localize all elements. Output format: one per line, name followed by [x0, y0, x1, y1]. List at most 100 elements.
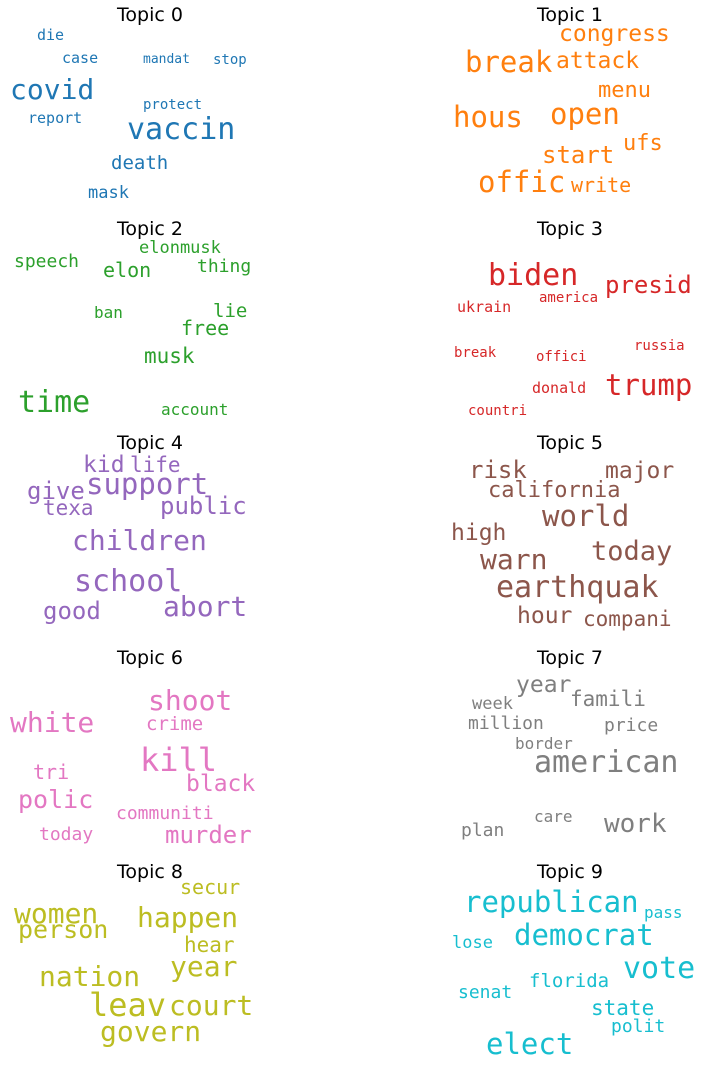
topic-word: attack: [556, 48, 640, 74]
topic-word: give: [27, 477, 85, 505]
topic-word: offic: [478, 165, 566, 199]
topic-word: white: [10, 706, 95, 739]
topic-word: break: [465, 45, 553, 79]
topic-word: donald: [532, 379, 587, 397]
topic-title: Topic 3: [537, 218, 603, 240]
topic-word: abort: [163, 590, 248, 623]
topic-word: state: [591, 996, 655, 1020]
topic-word: good: [43, 597, 101, 625]
topic-word: week: [472, 694, 513, 714]
topic-word: today: [39, 824, 94, 845]
topic-word: mandat: [143, 52, 190, 67]
topic-panel-8: Topic 8 secur women person happen hear y…: [0, 857, 300, 1071]
topic-title: Topic 2: [117, 218, 183, 240]
topic-word: person: [18, 915, 109, 944]
topic-word: crime: [146, 713, 204, 735]
topic-word: world: [542, 499, 630, 533]
topic-panel-7: Topic 7 year week famili million price b…: [420, 643, 705, 857]
topic-word: write: [571, 173, 632, 197]
topic-word: happen: [137, 901, 239, 934]
topic-word: secur: [180, 875, 241, 899]
topic-word: earthquak: [496, 570, 659, 605]
topic-word: year: [170, 950, 238, 983]
topic-word: high: [451, 520, 507, 546]
topic-word: compani: [583, 607, 672, 631]
topic-word: communiti: [116, 803, 214, 824]
topic-word: elonmusk: [139, 238, 221, 258]
topic-word: kid: [83, 452, 125, 478]
topic-word: work: [604, 809, 667, 839]
topic-word: stop: [213, 52, 247, 68]
topic-word: year: [516, 672, 572, 698]
topic-word: nation: [39, 960, 141, 993]
topic-word: price: [604, 715, 659, 736]
topic-word: biden: [488, 258, 579, 293]
topic-panel-2: Topic 2 elonmusk speech elon thing ban l…: [0, 214, 300, 428]
topic-title: Topic 1: [537, 4, 603, 26]
topic-word: congress: [559, 21, 670, 47]
topic-word: republican: [464, 885, 639, 919]
topic-panel-5: Topic 5 risk major california world high…: [420, 428, 705, 642]
topic-title: Topic 0: [117, 4, 183, 26]
topic-title: Topic 6: [117, 647, 183, 669]
topic-word: protect: [143, 97, 203, 113]
topic-word: court: [169, 989, 254, 1022]
topic-word: govern: [100, 1015, 202, 1048]
topic-title: Topic 5: [537, 432, 603, 454]
topic-title: Topic 4: [117, 432, 183, 454]
topic-word: shoot: [148, 684, 233, 717]
topic-word: america: [539, 290, 599, 306]
topic-word: trump: [605, 368, 693, 402]
topic-word: lie: [213, 300, 248, 322]
topic-word: hear: [184, 933, 235, 957]
topic-word: ukrain: [457, 298, 512, 316]
topic-word: support: [86, 467, 209, 501]
topic-word: school: [74, 564, 183, 599]
topic-panel-6: Topic 6 shoot white crime kill tri black…: [0, 643, 300, 857]
topic-word: polic: [18, 785, 94, 814]
topic-word: speech: [14, 251, 80, 272]
topic-word: ufs: [623, 131, 663, 156]
topic-word: time: [18, 385, 91, 420]
topic-word: black: [186, 771, 256, 797]
topic-word: countri: [468, 403, 528, 419]
topic-word: murder: [165, 821, 252, 849]
topic-word: elect: [486, 1027, 574, 1061]
topic-word: texa: [43, 496, 94, 520]
topic-word: death: [111, 152, 169, 174]
topic-word: break: [454, 345, 497, 361]
topic-word: tri: [33, 760, 70, 784]
topic-word: covid: [10, 73, 95, 106]
topic-word: hous: [453, 100, 523, 134]
topic-word: public: [160, 492, 247, 520]
topic-word: women: [14, 897, 99, 930]
topic-word: elon: [103, 258, 152, 282]
topic-word: vaccin: [127, 112, 236, 147]
topic-word: american: [534, 745, 679, 780]
topic-word: report: [28, 109, 83, 127]
topic-word: border: [515, 734, 573, 753]
topic-word: offici: [536, 349, 587, 365]
topic-word: free: [181, 316, 230, 340]
topic-panel-9: Topic 9 republican pass lose democrat vo…: [420, 857, 705, 1071]
topic-word: life: [130, 453, 181, 477]
topic-title: Topic 9: [537, 861, 603, 883]
topic-word: polit: [611, 1016, 666, 1037]
topic-word: russia: [634, 338, 685, 354]
topic-word: ban: [94, 303, 123, 322]
topic-word: musk: [144, 344, 195, 368]
topic-word: presid: [605, 271, 692, 299]
topic-title: Topic 8: [117, 861, 183, 883]
topic-word: start: [542, 141, 615, 169]
topic-word: risk: [469, 456, 527, 484]
topic-word: plan: [461, 820, 505, 841]
topic-word: leav: [89, 986, 167, 1024]
topic-title: Topic 7: [537, 647, 603, 669]
topic-word: million: [468, 713, 544, 734]
topic-word: vote: [623, 951, 696, 986]
topic-word: die: [37, 26, 65, 44]
topic-word: hour: [517, 603, 573, 629]
topic-word: thing: [197, 256, 252, 277]
topic-word: menu: [598, 78, 651, 103]
topic-word: warn: [480, 543, 548, 576]
